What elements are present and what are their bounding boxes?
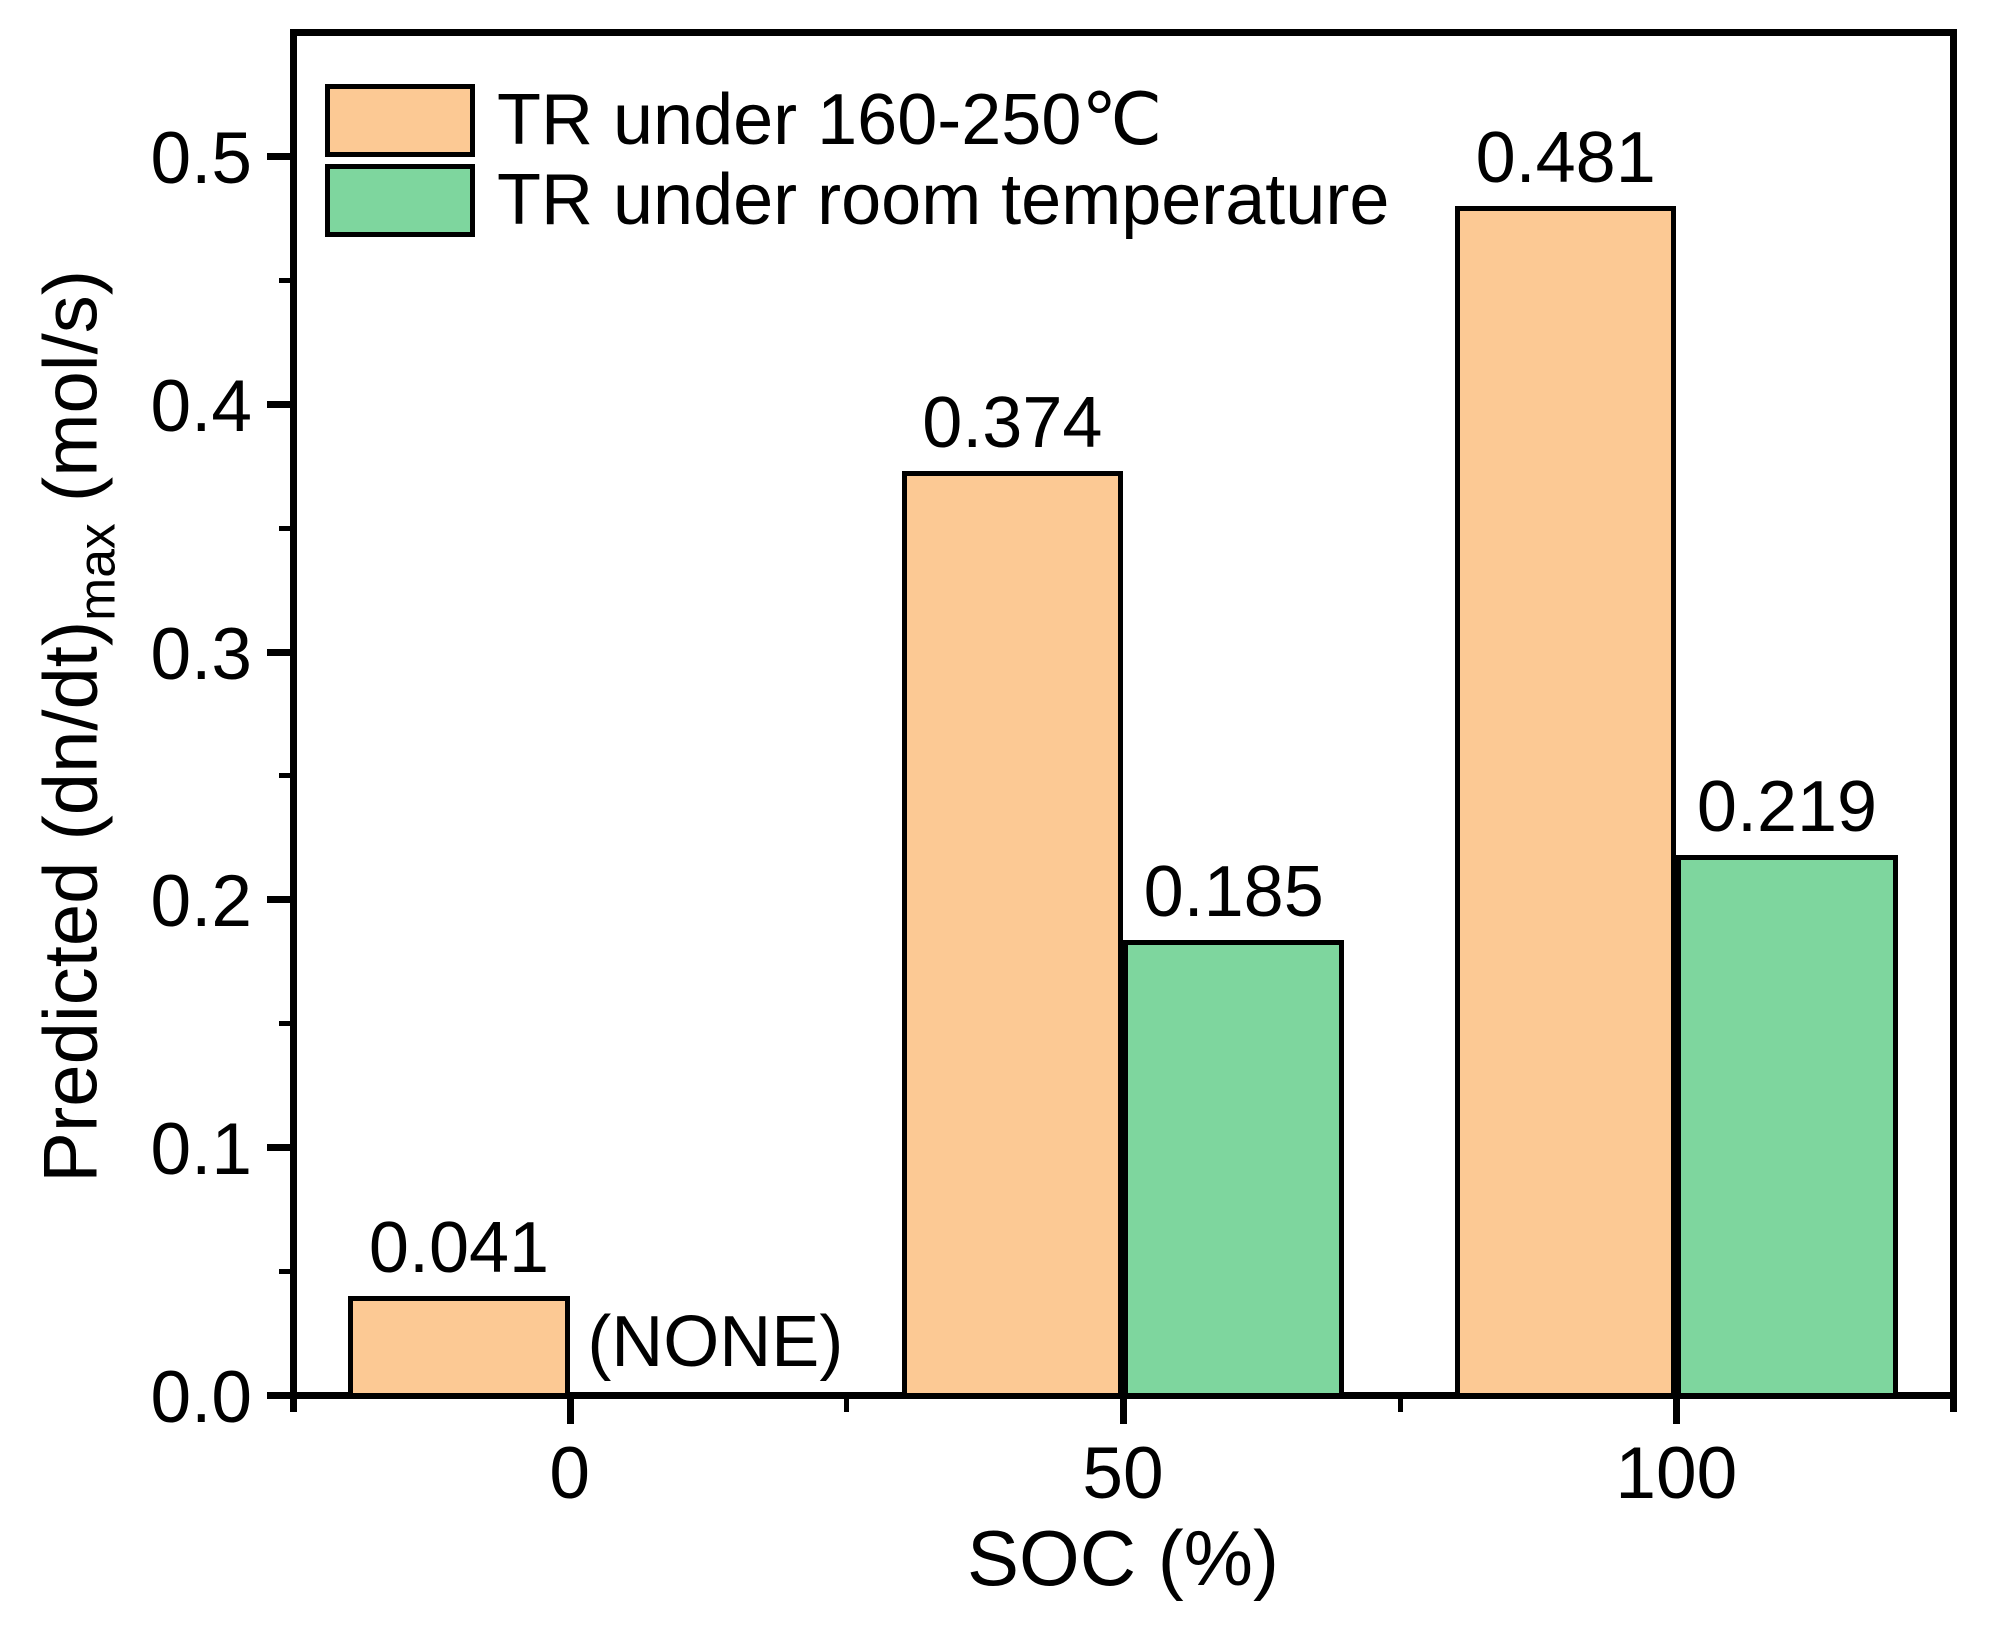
x-tick-label: 100 — [1615, 1433, 1738, 1514]
legend-item: TR under 160-250℃ — [325, 80, 1389, 160]
y-tick-label: 0.4 — [150, 365, 252, 447]
bar-value-label: 0.481 — [1475, 117, 1656, 198]
bar-heated-soc-0 — [348, 1296, 570, 1398]
y-tick-label: 0.0 — [150, 1357, 252, 1438]
y-minor-tick — [279, 1021, 293, 1027]
y-tick-label: 0.2 — [150, 861, 252, 943]
y-tick-label: 0.1 — [150, 1109, 252, 1191]
bar-value-label: 0.185 — [1143, 851, 1324, 932]
legend-swatch-room — [325, 163, 475, 237]
bar-heated-soc-100 — [1455, 205, 1677, 1398]
y-major-tick — [267, 1144, 293, 1152]
x-tick-label: 0 — [549, 1433, 590, 1514]
bar-value-label: 0.041 — [368, 1208, 550, 1289]
y-axis-title: Predicted (dn/dt)max (mol/s) — [28, 0, 137, 1476]
y-minor-tick — [279, 773, 293, 779]
y-major-tick — [267, 400, 293, 408]
bar-value-label: 0.219 — [1696, 767, 1878, 848]
y-major-tick — [267, 896, 293, 904]
y-minor-tick — [279, 1269, 293, 1275]
x-minor-tick — [1397, 1398, 1403, 1412]
y-major-tick — [267, 648, 293, 656]
y-major-tick — [267, 1392, 293, 1399]
y-axis-title-subscript: max — [67, 522, 126, 621]
x-major-tick — [566, 1398, 574, 1424]
y-minor-tick — [279, 277, 293, 283]
x-edge-tick — [1950, 1398, 1957, 1412]
x-major-tick — [1120, 1398, 1127, 1424]
y-tick-label: 0.5 — [150, 117, 252, 199]
y-major-tick — [267, 152, 293, 160]
y-axis-title-post: (mol/s) — [28, 269, 114, 523]
x-edge-tick — [290, 1398, 297, 1412]
bar-value-label: 0.374 — [922, 383, 1103, 464]
legend-swatch-heated — [325, 83, 475, 157]
x-tick-label: 50 — [1082, 1433, 1164, 1514]
legend-label: TR under room temperature — [497, 160, 1390, 240]
legend-item: TR under room temperature — [325, 160, 1389, 240]
x-minor-tick — [844, 1398, 850, 1412]
x-major-tick — [1673, 1398, 1681, 1424]
y-tick-label: 0.3 — [150, 613, 252, 695]
y-axis-title-pre: Predicted (dn/dt) — [28, 620, 114, 1183]
x-axis-title: SOC (%) — [967, 1514, 1279, 1602]
bar-room-soc-100 — [1676, 855, 1898, 1398]
legend-label: TR under 160-250℃ — [497, 80, 1163, 160]
bar-heated-soc-50 — [901, 471, 1123, 1398]
legend: TR under 160-250℃ TR under room temperatu… — [325, 80, 1389, 240]
bar-room-soc-50 — [1123, 939, 1345, 1398]
missing-value-label: (NONE) — [587, 1302, 844, 1382]
y-minor-tick — [279, 525, 293, 531]
